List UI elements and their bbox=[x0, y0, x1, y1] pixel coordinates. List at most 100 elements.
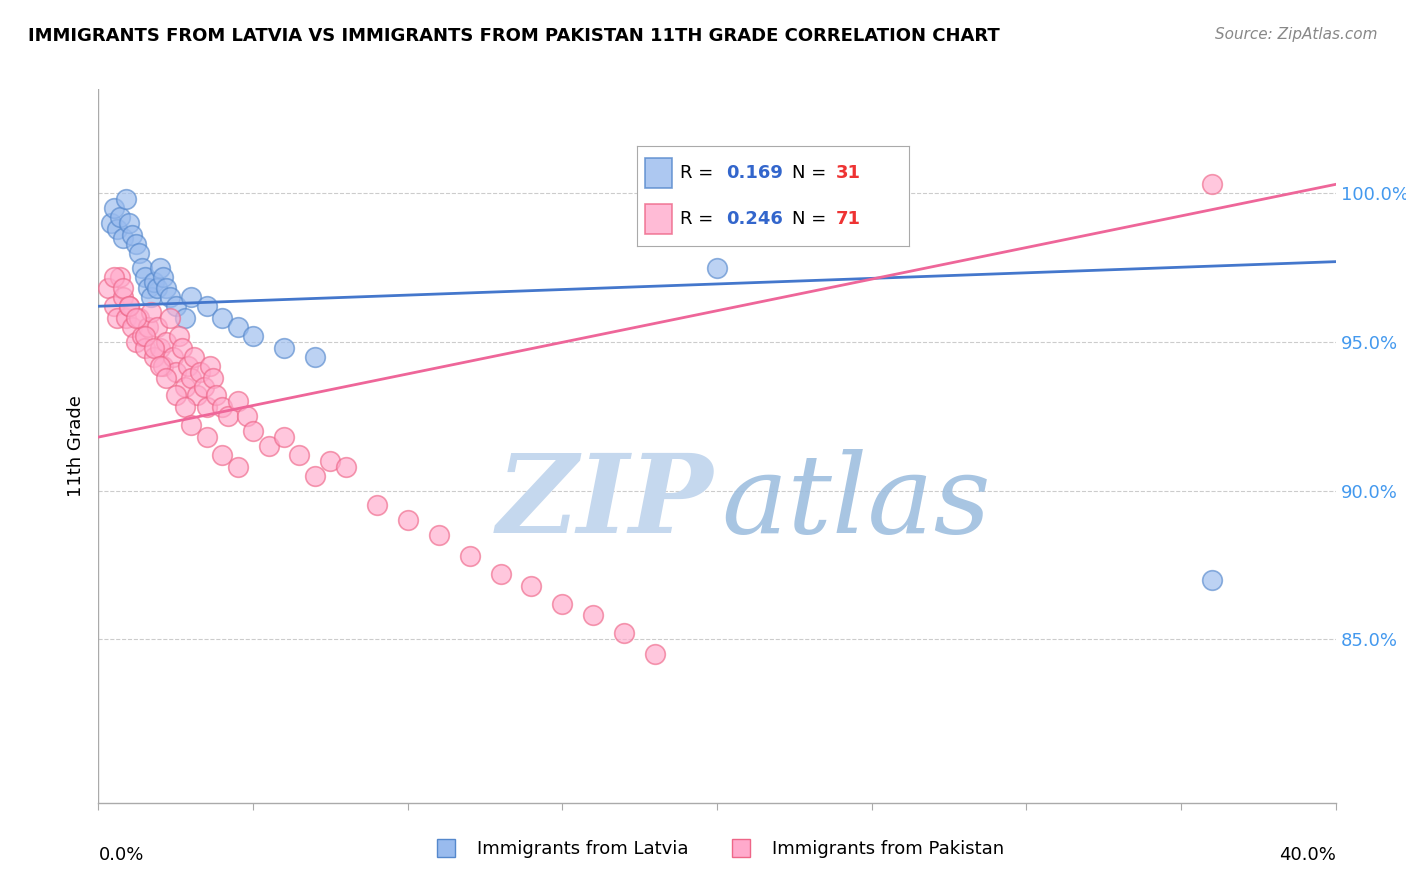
Point bbox=[97, 281, 120, 295]
Point bbox=[458, 549, 481, 563]
Point bbox=[582, 608, 605, 623]
Point bbox=[124, 236, 146, 251]
Point bbox=[134, 269, 156, 284]
Point bbox=[319, 454, 342, 468]
Point bbox=[103, 269, 125, 284]
Point bbox=[211, 311, 233, 326]
Point bbox=[217, 409, 239, 424]
Point bbox=[124, 311, 146, 326]
Point bbox=[304, 468, 326, 483]
Point bbox=[121, 227, 143, 242]
Point bbox=[112, 281, 135, 295]
Point bbox=[128, 245, 150, 260]
Point bbox=[149, 359, 172, 373]
Point bbox=[427, 528, 450, 542]
Point bbox=[205, 388, 228, 402]
Text: ZIP: ZIP bbox=[496, 450, 713, 557]
Point bbox=[396, 513, 419, 527]
Point bbox=[134, 341, 156, 355]
Point bbox=[198, 359, 221, 373]
Point bbox=[180, 370, 202, 384]
Bar bbox=[645, 204, 672, 235]
Point bbox=[165, 365, 187, 379]
Point bbox=[186, 388, 208, 402]
Bar bbox=[645, 158, 672, 188]
Point bbox=[193, 379, 215, 393]
Point bbox=[1201, 178, 1223, 192]
Point bbox=[335, 459, 357, 474]
Point bbox=[155, 370, 177, 384]
Point bbox=[118, 216, 141, 230]
Point bbox=[149, 341, 172, 355]
Point bbox=[165, 299, 187, 313]
Point bbox=[136, 320, 159, 334]
Point bbox=[236, 409, 259, 424]
Point bbox=[174, 401, 197, 415]
Point bbox=[143, 350, 166, 364]
Text: 40.0%: 40.0% bbox=[1279, 846, 1336, 863]
Point bbox=[100, 216, 122, 230]
Point bbox=[273, 341, 295, 355]
Point bbox=[551, 597, 574, 611]
Point bbox=[170, 341, 193, 355]
Point bbox=[366, 499, 388, 513]
Point bbox=[146, 320, 169, 334]
Point bbox=[134, 329, 156, 343]
Point bbox=[105, 222, 128, 236]
Point bbox=[273, 430, 295, 444]
Point bbox=[180, 290, 202, 304]
Point bbox=[131, 260, 153, 275]
Point bbox=[201, 370, 224, 384]
Point bbox=[257, 439, 280, 453]
Text: R =: R = bbox=[681, 164, 720, 182]
Point bbox=[105, 311, 128, 326]
Point bbox=[143, 276, 166, 290]
Point bbox=[644, 647, 666, 661]
Point bbox=[152, 269, 174, 284]
Point bbox=[195, 299, 218, 313]
Text: R =: R = bbox=[681, 211, 720, 228]
Point bbox=[139, 290, 162, 304]
Point bbox=[211, 401, 233, 415]
Text: 0.246: 0.246 bbox=[727, 211, 783, 228]
Point bbox=[226, 320, 249, 334]
Point bbox=[159, 311, 181, 326]
Point bbox=[195, 430, 218, 444]
Point bbox=[115, 311, 138, 326]
Point bbox=[183, 350, 205, 364]
Point bbox=[108, 210, 131, 224]
Y-axis label: 11th Grade: 11th Grade bbox=[66, 395, 84, 497]
Point bbox=[128, 311, 150, 326]
Point bbox=[177, 359, 200, 373]
Point bbox=[118, 299, 141, 313]
Point bbox=[489, 566, 512, 581]
Point bbox=[143, 341, 166, 355]
Point bbox=[139, 305, 162, 319]
Point bbox=[226, 394, 249, 409]
Point bbox=[115, 192, 138, 206]
Point bbox=[180, 418, 202, 433]
Point bbox=[149, 260, 172, 275]
Text: 0.169: 0.169 bbox=[727, 164, 783, 182]
Point bbox=[613, 626, 636, 640]
Point bbox=[165, 388, 187, 402]
Point bbox=[103, 299, 125, 313]
Point bbox=[121, 320, 143, 334]
Point bbox=[103, 201, 125, 215]
Point bbox=[108, 269, 131, 284]
Point bbox=[242, 424, 264, 438]
Point bbox=[136, 281, 159, 295]
Point bbox=[226, 459, 249, 474]
Point bbox=[152, 359, 174, 373]
Point bbox=[155, 281, 177, 295]
Point bbox=[159, 290, 181, 304]
Legend: Immigrants from Latvia, Immigrants from Pakistan: Immigrants from Latvia, Immigrants from … bbox=[423, 833, 1011, 865]
Point bbox=[146, 281, 169, 295]
Point bbox=[242, 329, 264, 343]
Point bbox=[167, 329, 190, 343]
Point bbox=[304, 350, 326, 364]
Point bbox=[211, 448, 233, 462]
Text: Source: ZipAtlas.com: Source: ZipAtlas.com bbox=[1215, 27, 1378, 42]
Point bbox=[112, 290, 135, 304]
Point bbox=[520, 579, 543, 593]
